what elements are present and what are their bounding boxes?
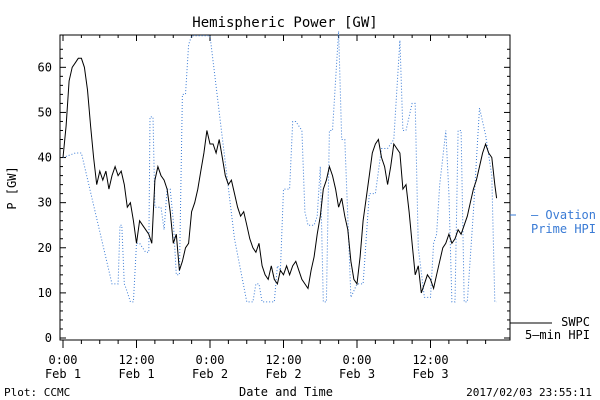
y-tick-label: 50 [38,105,52,119]
x-tick-time: 12:00 [265,353,301,367]
y-tick-label: 30 [38,196,52,210]
timestamp: 2017/02/03 23:55:11 [466,386,592,399]
legend-swpc-label: 5—min HPI [525,328,590,342]
legend-ovation-label: Prime HPI [531,222,596,236]
x-tick-date: Feb 3 [339,367,375,381]
x-tick-time: 12:00 [118,353,154,367]
x-tick-time: 0:00 [343,353,372,367]
x-tick-date: Feb 2 [192,367,228,381]
chart-title: Hemispheric Power [GW] [192,15,377,31]
y-tick-label: 10 [38,286,52,300]
legend-ovation-label: — Ovation [531,208,596,222]
x-tick-date: Feb 3 [412,367,448,381]
y-axis-label: P [GW] [5,166,19,209]
y-axis: 0 10 20 30 40 50 60 [38,48,510,345]
series-line-ovation-prime [62,31,497,303]
y-tick-label: 60 [38,60,52,74]
x-tick-date: Feb 1 [118,367,154,381]
x-axis-label: Date and Time [239,385,333,399]
x-tick-date: Feb 2 [265,367,301,381]
y-tick-label: 40 [38,151,52,165]
series-line-swpc-5min [62,57,498,294]
plot-credit: Plot: CCMC [4,386,70,399]
x-tick-time: 0:00 [196,353,225,367]
x-tick-date: Feb 1 [45,367,81,381]
series-group [62,31,498,303]
y-tick-label: 20 [38,241,52,255]
x-tick-time: 12:00 [412,353,448,367]
plot-frame [59,34,511,341]
x-tick-time: 0:00 [49,353,78,367]
legend-swpc-label: SWPC [561,315,590,329]
y-tick-label: 0 [45,331,52,345]
